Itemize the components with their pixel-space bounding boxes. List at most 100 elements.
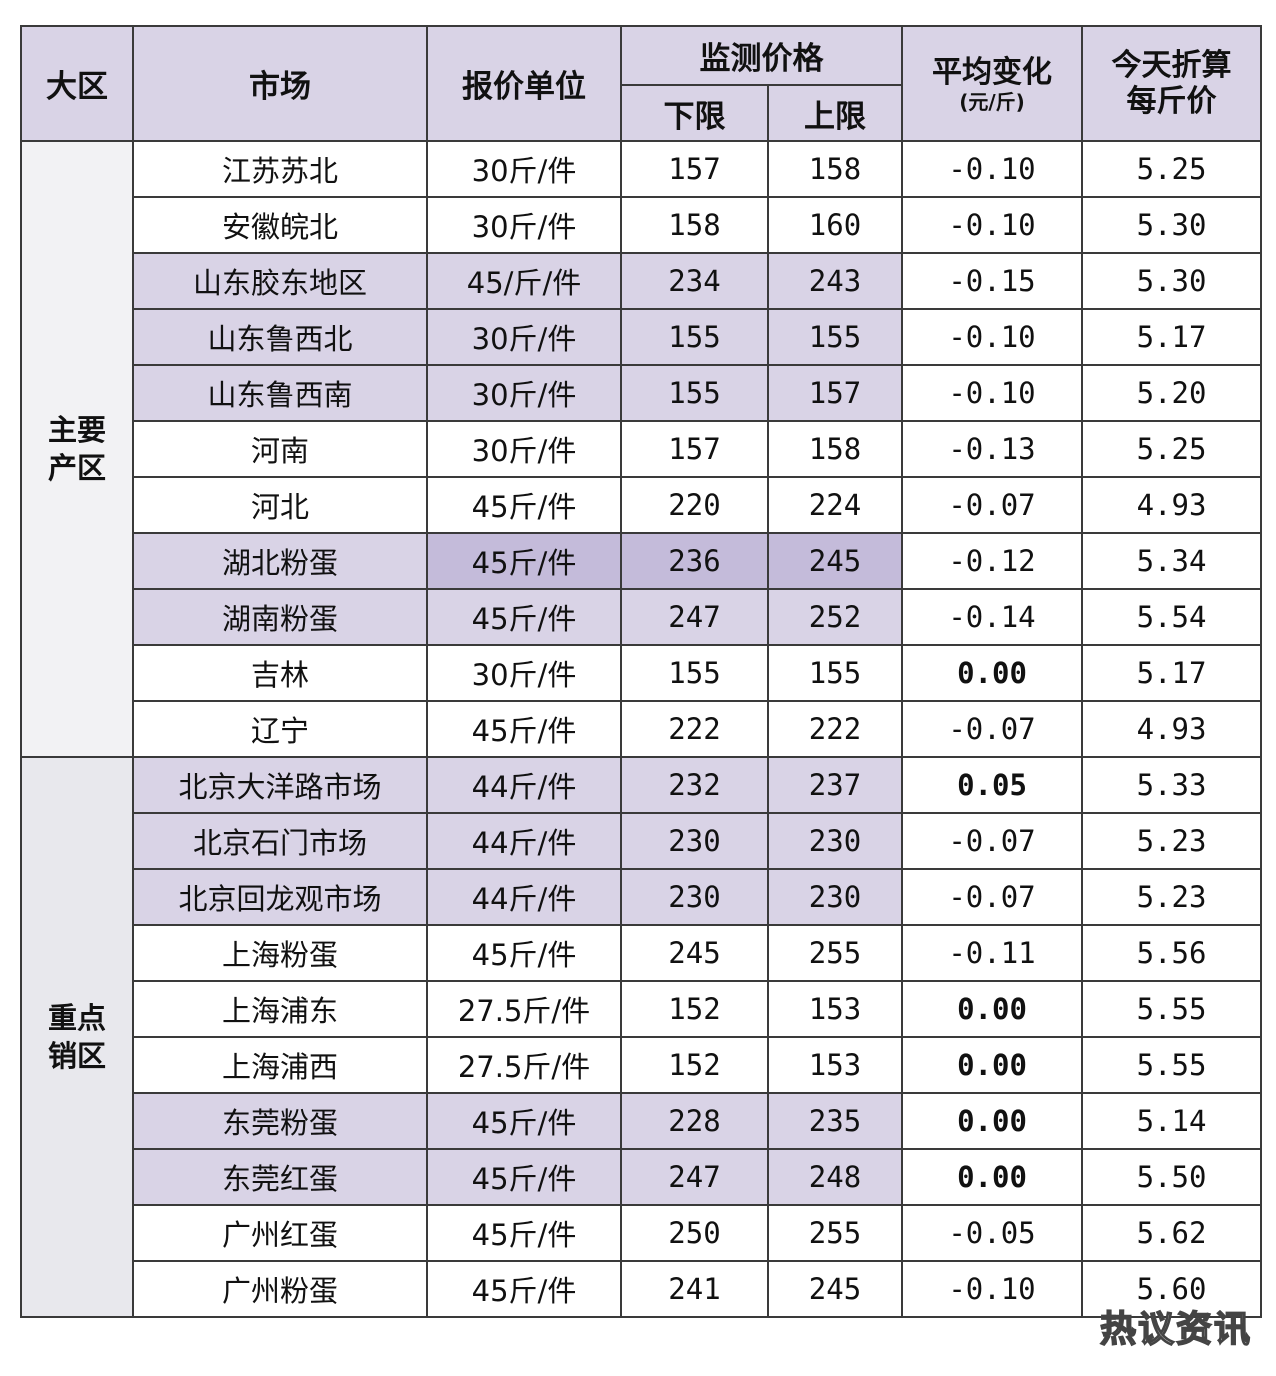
per-jin-price-cell: 5.50 [1081, 1148, 1262, 1206]
table-row: 河南 30斤/件 157 158 -0.13 5.25 [21, 420, 1262, 478]
upper-price-cell: 230 [767, 868, 903, 926]
header-lower: 下限 [620, 84, 769, 142]
per-jin-price-cell: 5.60 [1081, 1260, 1262, 1318]
market-cell: 北京回龙观市场 [132, 868, 428, 926]
avg-change-cell: -0.11 [901, 924, 1083, 982]
header-per-jin-price: 今天折算 每斤价 [1081, 25, 1262, 142]
avg-change-cell: -0.05 [901, 1204, 1083, 1262]
unit-cell: 30斤/件 [426, 420, 622, 478]
lower-price-cell: 152 [620, 980, 769, 1038]
lower-price-cell: 155 [620, 308, 769, 366]
header-avg-change-label: 平均变化 [932, 54, 1052, 90]
per-jin-price-cell: 5.30 [1081, 196, 1262, 254]
lower-price-cell: 241 [620, 1260, 769, 1318]
avg-change-cell: -0.07 [901, 700, 1083, 758]
table-row: 山东鲁西北 30斤/件 155 155 -0.10 5.17 [21, 308, 1262, 366]
per-jin-price-cell: 5.30 [1081, 252, 1262, 310]
avg-change-cell: -0.10 [901, 1260, 1083, 1318]
per-jin-price-cell: 5.55 [1081, 1036, 1262, 1094]
avg-change-cell: -0.14 [901, 588, 1083, 646]
unit-cell: 30斤/件 [426, 196, 622, 254]
region-key-sales: 重点 销区 [20, 756, 134, 1318]
unit-cell: 45斤/件 [426, 1148, 622, 1206]
lower-price-cell: 250 [620, 1204, 769, 1262]
upper-price-cell: 155 [767, 308, 903, 366]
market-cell: 北京石门市场 [132, 812, 428, 870]
table-row: 广州红蛋 45斤/件 250 255 -0.05 5.62 [21, 1204, 1262, 1262]
unit-cell: 45斤/件 [426, 532, 622, 590]
market-cell: 河南 [132, 420, 428, 478]
market-cell: 山东鲁西南 [132, 364, 428, 422]
unit-cell: 45斤/件 [426, 1260, 622, 1318]
table-row: 山东胶东地区 45/斤/件 234 243 -0.15 5.30 [21, 252, 1262, 310]
table-row: 山东鲁西南 30斤/件 155 157 -0.10 5.20 [21, 364, 1262, 422]
upper-price-cell: 255 [767, 1204, 903, 1262]
unit-cell: 30斤/件 [426, 364, 622, 422]
lower-price-cell: 236 [620, 532, 769, 590]
avg-change-cell: -0.07 [901, 812, 1083, 870]
table-row: 北京石门市场 44斤/件 230 230 -0.07 5.23 [21, 812, 1262, 870]
lower-price-cell: 155 [620, 644, 769, 702]
upper-price-cell: 155 [767, 644, 903, 702]
market-cell: 山东鲁西北 [132, 308, 428, 366]
per-jin-price-cell: 5.17 [1081, 644, 1262, 702]
header-monitor-price: 监测价格 [620, 25, 903, 86]
avg-change-cell: 0.00 [901, 980, 1083, 1038]
market-cell: 吉林 [132, 644, 428, 702]
avg-change-cell: 0.00 [901, 644, 1083, 702]
lower-price-cell: 234 [620, 252, 769, 310]
avg-change-cell: 0.05 [901, 756, 1083, 814]
unit-cell: 27.5斤/件 [426, 980, 622, 1038]
lower-price-cell: 232 [620, 756, 769, 814]
market-cell: 湖南粉蛋 [132, 588, 428, 646]
table-body: 主要 产区 江苏苏北 30斤/件 157 158 -0.10 5.25 安徽皖北 30斤/件 158… [20, 140, 1262, 1318]
avg-change-cell: 0.00 [901, 1092, 1083, 1150]
unit-cell: 30斤/件 [426, 644, 622, 702]
lower-price-cell: 228 [620, 1092, 769, 1150]
header-avg-change: 平均变化 (元/斤) [901, 25, 1083, 142]
market-cell: 河北 [132, 476, 428, 534]
unit-cell: 30斤/件 [426, 308, 622, 366]
market-cell: 辽宁 [132, 700, 428, 758]
table-row: 安徽皖北 30斤/件 158 160 -0.10 5.30 [21, 196, 1262, 254]
table-row: 吉林 30斤/件 155 155 0.00 5.17 [21, 644, 1262, 702]
avg-change-cell: -0.07 [901, 868, 1083, 926]
unit-cell: 45斤/件 [426, 476, 622, 534]
lower-price-cell: 220 [620, 476, 769, 534]
table-row: 东莞红蛋 45斤/件 247 248 0.00 5.50 [21, 1148, 1262, 1206]
lower-price-cell: 158 [620, 196, 769, 254]
per-jin-price-cell: 5.20 [1081, 364, 1262, 422]
per-jin-price-cell: 5.33 [1081, 756, 1262, 814]
region-label-line2: 销区 [47, 1039, 106, 1073]
upper-price-cell: 160 [767, 196, 903, 254]
region-label-line2: 产区 [47, 451, 106, 485]
header-market: 市场 [132, 25, 428, 142]
market-cell: 北京大洋路市场 [132, 756, 428, 814]
per-jin-price-cell: 5.14 [1081, 1092, 1262, 1150]
avg-change-cell: -0.10 [901, 308, 1083, 366]
lower-price-cell: 230 [620, 812, 769, 870]
upper-price-cell: 157 [767, 364, 903, 422]
lower-price-cell: 155 [620, 364, 769, 422]
per-jin-price-cell: 5.17 [1081, 308, 1262, 366]
unit-cell: 45斤/件 [426, 1204, 622, 1262]
table-row: 东莞粉蛋 45斤/件 228 235 0.00 5.14 [21, 1092, 1262, 1150]
table-row: 辽宁 45斤/件 222 222 -0.07 4.93 [21, 700, 1262, 758]
unit-cell: 30斤/件 [426, 140, 622, 198]
upper-price-cell: 235 [767, 1092, 903, 1150]
market-cell: 广州红蛋 [132, 1204, 428, 1262]
unit-cell: 45斤/件 [426, 588, 622, 646]
upper-price-cell: 153 [767, 1036, 903, 1094]
upper-price-cell: 224 [767, 476, 903, 534]
header-upper: 上限 [767, 84, 903, 142]
table-row: 上海浦东 27.5斤/件 152 153 0.00 5.55 [21, 980, 1262, 1038]
upper-price-cell: 248 [767, 1148, 903, 1206]
per-jin-price-cell: 5.54 [1081, 588, 1262, 646]
upper-price-cell: 158 [767, 420, 903, 478]
table-row: 湖北粉蛋 45斤/件 236 245 -0.12 5.34 [21, 532, 1262, 590]
table-row: 主要 产区 江苏苏北 30斤/件 157 158 -0.10 5.25 [20, 140, 1262, 758]
unit-cell: 45斤/件 [426, 924, 622, 982]
unit-cell: 27.5斤/件 [426, 1036, 622, 1094]
unit-cell: 44斤/件 [426, 868, 622, 926]
market-cell: 安徽皖北 [132, 196, 428, 254]
